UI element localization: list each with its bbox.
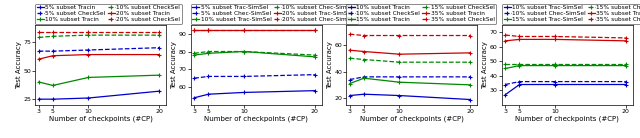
X-axis label: Number of checkpoints (#CP): Number of checkpoints (#CP) bbox=[204, 115, 308, 122]
Legend: 10% subset Trac-SimSel, 10% subset Chec-SimSel, 15% subset Trac-SimSel, 15% subs: 10% subset Trac-SimSel, 10% subset Chec-… bbox=[502, 4, 640, 24]
Y-axis label: Test Accuracy: Test Accuracy bbox=[483, 41, 488, 89]
Y-axis label: Test Accuracy: Test Accuracy bbox=[16, 41, 22, 89]
Legend: 10% subset Tracin, 10% subset CheckSel, 15% subset Tracin, 15% subset CheckSel, : 10% subset Tracin, 10% subset CheckSel, … bbox=[346, 4, 496, 24]
Y-axis label: Test Accuracy: Test Accuracy bbox=[172, 41, 177, 89]
X-axis label: Number of checkpoints (#CP): Number of checkpoints (#CP) bbox=[360, 115, 464, 122]
Legend: 5% subset Trac-SimSel, 5% subset Chec-SimSel, 10% subset Trac-SimSel, 10% subset: 5% subset Trac-SimSel, 5% subset Chec-Si… bbox=[191, 4, 358, 24]
Legend: 5% subset Tracin, 5% subset CheckSel, 10% subset Tracin, 10% subset CheckSel, 20: 5% subset Tracin, 5% subset CheckSel, 10… bbox=[35, 4, 182, 24]
X-axis label: Number of checkpoints (#CP): Number of checkpoints (#CP) bbox=[49, 115, 153, 122]
X-axis label: Number of checkpoints (#CP): Number of checkpoints (#CP) bbox=[515, 115, 620, 122]
Y-axis label: Test Accuracy: Test Accuracy bbox=[327, 41, 333, 89]
